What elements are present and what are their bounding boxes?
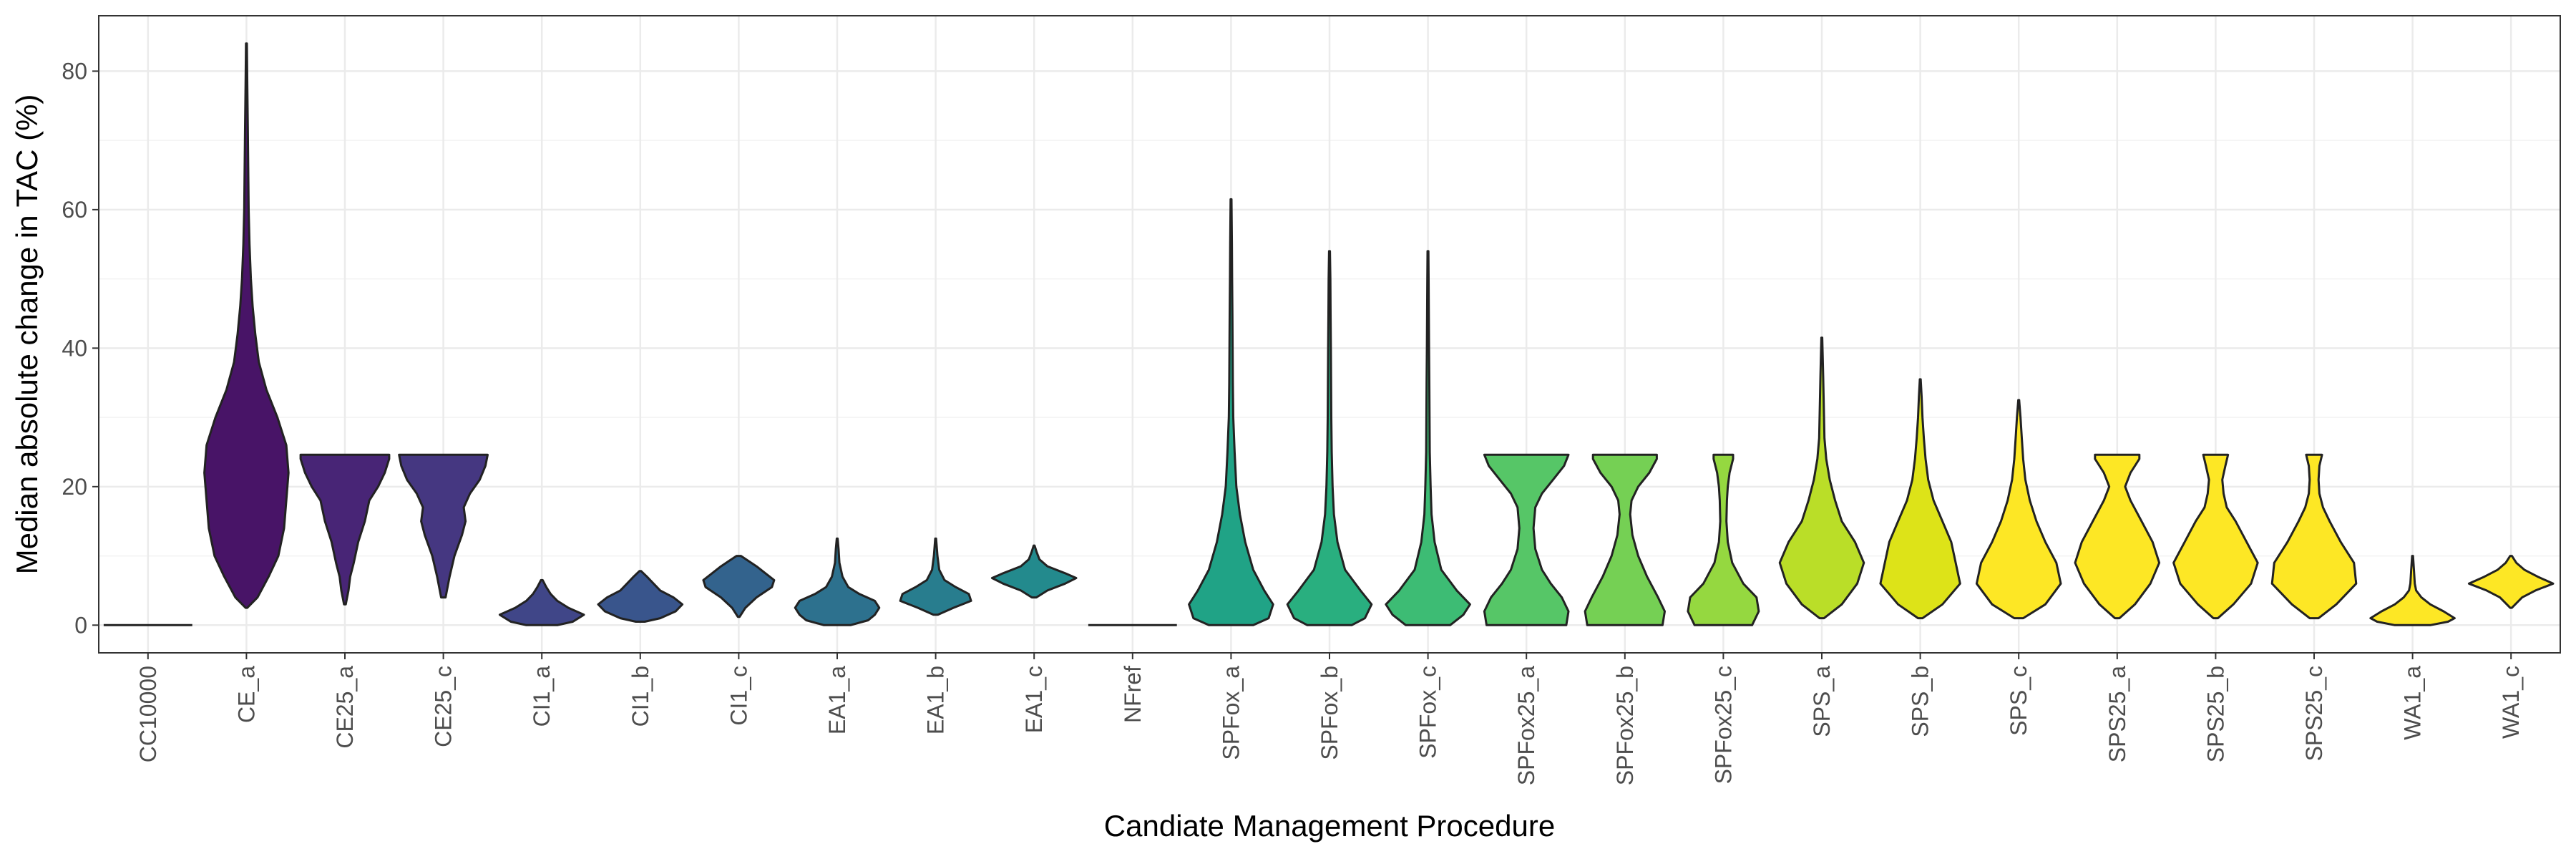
x-tick-label: WA1_c xyxy=(2498,666,2524,739)
violin xyxy=(2369,555,2456,626)
violin xyxy=(1584,453,1666,626)
x-tick-label: NFref xyxy=(1120,666,1146,723)
x-tick-label: SPS25_c xyxy=(2301,666,2327,761)
violin xyxy=(498,578,585,626)
x-tick-label: SPS_b xyxy=(1908,666,1933,737)
y-tick-label: 40 xyxy=(62,335,87,361)
x-axis-title: Candiate Management Procedure xyxy=(1104,809,1555,843)
violin xyxy=(2074,453,2161,620)
violin xyxy=(597,570,684,623)
x-tick-label: SPFox25_a xyxy=(1513,666,1539,785)
x-tick-label: SPS_a xyxy=(1809,666,1835,737)
violin xyxy=(203,42,290,609)
violin xyxy=(299,453,391,606)
violin xyxy=(990,544,1078,599)
x-tick-label: SPFox_c xyxy=(1415,666,1441,759)
violins xyxy=(103,42,2555,626)
y-tick-label: 0 xyxy=(74,612,87,638)
x-tick-label: WA1_a xyxy=(2400,666,2426,740)
x-tick-label: SPS25_b xyxy=(2202,666,2228,762)
x-tick-label: SPS25_a xyxy=(2104,666,2130,762)
x-tick-label: CE25_a xyxy=(332,666,358,749)
violin xyxy=(1188,198,1274,626)
y-tick-label: 20 xyxy=(62,474,87,500)
violin xyxy=(899,537,972,616)
violin xyxy=(1975,399,2062,620)
violin xyxy=(1483,453,1570,626)
x-tick-label: SPFox25_b xyxy=(1612,666,1638,785)
x-tick-label: SPFox_a xyxy=(1218,666,1244,760)
y-axis: 0 20 40 60 80 xyxy=(62,58,99,638)
violin xyxy=(398,453,489,599)
y-tick-label: 60 xyxy=(62,197,87,223)
violin xyxy=(1385,250,1471,626)
x-tick-label: EA1_b xyxy=(923,666,949,734)
y-tick-label: 80 xyxy=(62,58,87,84)
y-axis-title: Median absolute change in TAC (%) xyxy=(10,94,44,575)
violin xyxy=(2467,555,2555,609)
x-tick-label: SPS_c xyxy=(2006,666,2031,736)
x-tick-label: CI1_c xyxy=(726,666,751,726)
x-axis: CC10000 CE_a CE25_a CE25_c CI1_a CI1_b CI1_c EA… xyxy=(135,653,2524,785)
violin xyxy=(1879,378,1961,620)
violin xyxy=(2172,453,2259,620)
violin xyxy=(1778,336,1865,620)
violin xyxy=(2270,453,2358,620)
violin xyxy=(702,555,776,618)
x-tick-label: CI1_b xyxy=(628,666,653,727)
x-tick-label: SPFox25_c xyxy=(1710,666,1736,784)
violin xyxy=(1286,250,1373,626)
x-tick-label: CC10000 xyxy=(135,666,161,762)
x-tick-label: EA1_c xyxy=(1021,666,1047,733)
x-tick-label: SPFox_b xyxy=(1317,666,1342,760)
x-tick-label: EA1_a xyxy=(824,666,850,734)
x-tick-label: CI1_a xyxy=(529,666,555,727)
violin xyxy=(1687,453,1760,626)
x-tick-label: CE_a xyxy=(233,666,259,723)
x-tick-label: CE25_c xyxy=(431,666,457,747)
violin xyxy=(794,537,881,626)
